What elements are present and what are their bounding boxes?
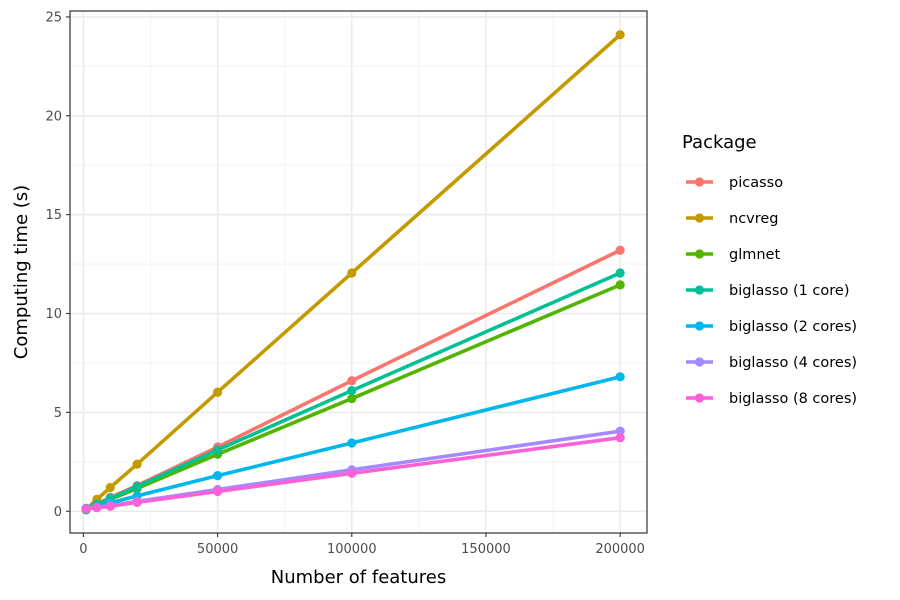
data-point <box>615 268 625 278</box>
legend-label: biglasso (1 core) <box>729 283 850 299</box>
x-tick-label: 200000 <box>595 542 645 557</box>
legend-key-point <box>694 321 705 331</box>
x-tick-label: 150000 <box>461 542 511 557</box>
x-tick-label: 100000 <box>327 542 377 557</box>
legend-label: picasso <box>729 175 783 191</box>
legend-label: biglasso (2 cores) <box>729 319 857 335</box>
data-point <box>213 387 223 397</box>
data-point <box>213 486 223 497</box>
data-point <box>615 426 625 436</box>
data-point <box>347 268 357 278</box>
legend-label: glmnet <box>729 247 780 263</box>
data-point <box>132 459 142 469</box>
x-tick-label: 50000 <box>197 542 238 557</box>
legend-item: ncvreg <box>686 211 779 227</box>
y-tick-label: 5 <box>54 406 62 421</box>
plot-border <box>69 10 648 534</box>
legend-item: biglasso (2 cores) <box>686 319 857 335</box>
legend-item: picasso <box>686 175 783 191</box>
data-point <box>615 372 625 382</box>
legend-title: Package <box>682 132 757 153</box>
panel-border <box>69 10 648 534</box>
legend-key-point <box>694 393 705 403</box>
data-point <box>347 376 357 386</box>
legend-key-point <box>694 285 705 295</box>
legend-item: biglasso (4 cores) <box>686 355 857 371</box>
y-axis-title: Computing time (s) <box>11 185 32 359</box>
data-point <box>615 245 625 255</box>
legend: Package picasso ncvreg glmnet biglasso (1 c… <box>682 132 857 407</box>
legend-key-point <box>694 249 705 259</box>
data-point <box>615 30 625 40</box>
data-point <box>347 468 357 478</box>
x-tick-label: 0 <box>79 542 87 557</box>
legend-item: glmnet <box>686 247 780 263</box>
data-point <box>213 471 223 481</box>
data-point <box>132 497 142 507</box>
series-biglasso-8-cores- <box>81 433 625 514</box>
legend-key-point <box>694 213 705 223</box>
legend-item: biglasso (8 cores) <box>686 391 857 407</box>
data-point <box>105 482 115 493</box>
y-tick-label: 0 <box>54 505 62 520</box>
x-axis-title: Number of features <box>271 567 446 588</box>
series-layer <box>81 30 625 515</box>
legend-label: biglasso (8 cores) <box>729 391 857 407</box>
data-point <box>615 280 625 290</box>
data-point <box>347 438 357 448</box>
legend-key-point <box>694 357 705 367</box>
data-point <box>347 386 357 396</box>
legend-item: biglasso (1 core) <box>686 283 850 299</box>
minor-gridlines <box>70 11 647 533</box>
y-tick-label: 25 <box>45 10 62 25</box>
data-point <box>213 445 223 455</box>
y-tick-label: 20 <box>45 109 62 124</box>
data-point <box>105 501 115 511</box>
data-point <box>615 433 625 443</box>
data-point <box>132 481 142 492</box>
legend-label: ncvreg <box>729 211 779 227</box>
legend-label: biglasso (4 cores) <box>729 355 857 371</box>
y-tick-label: 10 <box>45 307 62 322</box>
legend-items: picasso ncvreg glmnet biglasso (1 core) bigl… <box>686 175 857 407</box>
data-point <box>81 504 91 514</box>
y-axis: 0 5 10 15 20 25 <box>45 10 70 520</box>
data-point <box>92 503 102 513</box>
legend-key-point <box>694 177 705 187</box>
y-tick-label: 15 <box>45 208 62 223</box>
x-axis: 0 50000 100000 150000 200000 <box>79 533 645 557</box>
data-point <box>347 393 357 404</box>
